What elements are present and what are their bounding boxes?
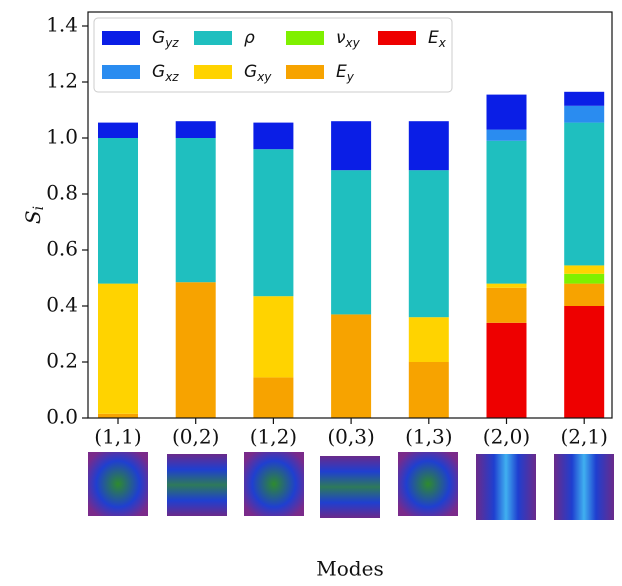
x-tick-label: (0,3) [327, 425, 374, 449]
bar-segment [253, 149, 294, 297]
bar-segment [486, 140, 527, 284]
bar-segment [408, 121, 449, 171]
legend-label: Ex [428, 28, 447, 50]
legend-swatch [194, 31, 232, 45]
bar-segment [331, 314, 372, 418]
x-tick-label: (0,2) [172, 425, 219, 449]
bar-segment [564, 105, 605, 123]
bar-segment [408, 317, 449, 362]
mode-shapes [88, 452, 614, 520]
bar-segment [564, 306, 605, 418]
x-tick-label: (1,2) [250, 425, 297, 449]
x-tick-label: (1,3) [405, 425, 452, 449]
y-tick-label: 0.8 [46, 181, 78, 205]
bar-segment [253, 296, 294, 378]
bar-segment [564, 283, 605, 306]
bar-segment [564, 265, 605, 274]
x-tick-label: (2,0) [483, 425, 530, 449]
legend-label: ρ [244, 28, 255, 48]
bar-segment [564, 273, 605, 284]
bar-segment [486, 94, 527, 130]
legend-swatch [194, 65, 232, 79]
y-tick-label: 1.0 [46, 125, 78, 149]
x-tick-label: (1,1) [94, 425, 141, 449]
y-tick-label: 0.2 [46, 349, 78, 373]
legend-frame [93, 17, 453, 93]
bar-segment [486, 287, 527, 323]
y-tick-label: 1.2 [46, 69, 78, 93]
legend-label: Gyz [152, 28, 179, 50]
legend-label: Gxy [244, 62, 272, 84]
y-axis-label: Si [21, 206, 48, 224]
legend-label: Gxz [152, 62, 179, 84]
legend-swatch [378, 31, 416, 45]
bar-segment [331, 170, 372, 315]
legend: Gyz Gxz ρ Gxy νxy Ey Ex [93, 17, 453, 93]
x-tick-label: (2,1) [560, 425, 607, 449]
bar-segment [98, 122, 138, 138]
bar-segment [253, 377, 294, 418]
legend-swatch [102, 65, 140, 79]
legend-swatch [286, 31, 324, 45]
legend-swatch [102, 31, 140, 45]
bar-segment [408, 170, 449, 318]
bar-segment [253, 122, 294, 150]
bar-segment [175, 121, 216, 138]
legend-swatch [286, 65, 324, 79]
bar-segment [175, 138, 216, 283]
bar-segment [564, 122, 605, 266]
bar-segment [98, 283, 138, 414]
legend-label: νxy [336, 28, 361, 50]
y-tick-label: 0.6 [46, 237, 78, 261]
x-axis-label: Modes [316, 557, 383, 581]
y-tick-label: 1.4 [46, 13, 78, 37]
plot-frame [87, 11, 613, 419]
bar-segment [486, 129, 527, 141]
y-tick-label: 0.0 [46, 405, 78, 429]
bar-segment [175, 282, 216, 418]
bar-segment [486, 283, 527, 288]
bar-segment [98, 138, 138, 284]
legend-label: Ey [336, 62, 355, 84]
bar-segment [564, 91, 605, 106]
bar-segment [98, 413, 138, 418]
bar-segment [408, 362, 449, 418]
bar-segment [331, 121, 372, 171]
bar-segment [486, 322, 527, 418]
y-tick-label: 0.4 [46, 293, 78, 317]
